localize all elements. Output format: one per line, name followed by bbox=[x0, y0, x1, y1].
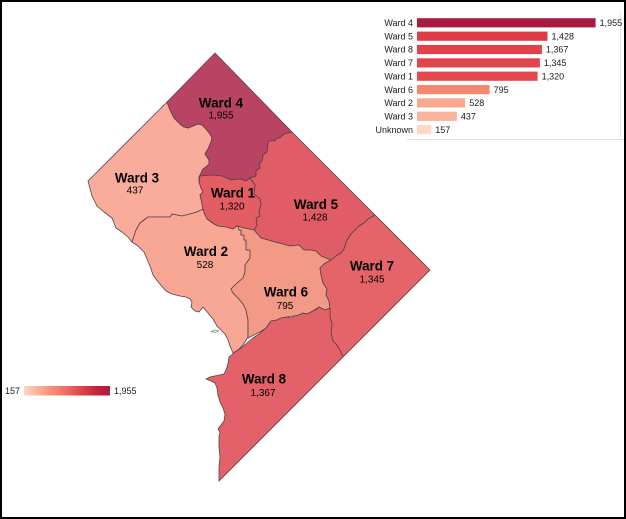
svg-text:Ward 1: Ward 1 bbox=[211, 186, 256, 201]
svg-text:1,320: 1,320 bbox=[219, 202, 244, 213]
svg-text:Ward 8: Ward 8 bbox=[242, 372, 287, 387]
svg-text:Ward 6: Ward 6 bbox=[384, 85, 413, 95]
svg-text:Ward 7: Ward 7 bbox=[350, 259, 394, 274]
svg-text:528: 528 bbox=[469, 98, 484, 108]
svg-text:795: 795 bbox=[277, 301, 294, 312]
svg-text:437: 437 bbox=[127, 186, 144, 197]
svg-text:Ward 7: Ward 7 bbox=[384, 58, 413, 68]
svg-text:1,320: 1,320 bbox=[542, 71, 565, 81]
svg-text:Ward 5: Ward 5 bbox=[294, 197, 339, 212]
svg-text:1,345: 1,345 bbox=[359, 275, 384, 286]
svg-text:157: 157 bbox=[5, 386, 20, 396]
svg-text:1,955: 1,955 bbox=[600, 18, 623, 28]
svg-text:1,428: 1,428 bbox=[302, 213, 327, 224]
svg-text:157: 157 bbox=[435, 125, 450, 135]
svg-text:Ward 8: Ward 8 bbox=[384, 45, 413, 55]
svg-text:Ward 3: Ward 3 bbox=[115, 171, 159, 186]
svg-text:Ward 5: Ward 5 bbox=[384, 31, 413, 41]
svg-text:528: 528 bbox=[197, 260, 214, 271]
svg-text:1,955: 1,955 bbox=[114, 386, 137, 396]
svg-text:Ward 6: Ward 6 bbox=[264, 285, 308, 300]
svg-text:1,367: 1,367 bbox=[546, 45, 569, 55]
svg-text:Ward 2: Ward 2 bbox=[384, 98, 413, 108]
svg-text:1,428: 1,428 bbox=[552, 31, 575, 41]
svg-text:1,955: 1,955 bbox=[208, 111, 233, 122]
svg-text:Ward 4: Ward 4 bbox=[199, 96, 244, 111]
svg-text:Unknown: Unknown bbox=[375, 125, 413, 135]
svg-text:Ward 1: Ward 1 bbox=[384, 71, 413, 81]
svg-text:Ward 2: Ward 2 bbox=[184, 244, 228, 259]
svg-text:Ward 4: Ward 4 bbox=[384, 18, 413, 28]
svg-text:1,345: 1,345 bbox=[544, 58, 567, 68]
svg-text:437: 437 bbox=[461, 112, 476, 122]
svg-text:1,367: 1,367 bbox=[250, 388, 275, 399]
svg-text:Ward 3: Ward 3 bbox=[384, 112, 413, 122]
svg-text:795: 795 bbox=[494, 85, 509, 95]
